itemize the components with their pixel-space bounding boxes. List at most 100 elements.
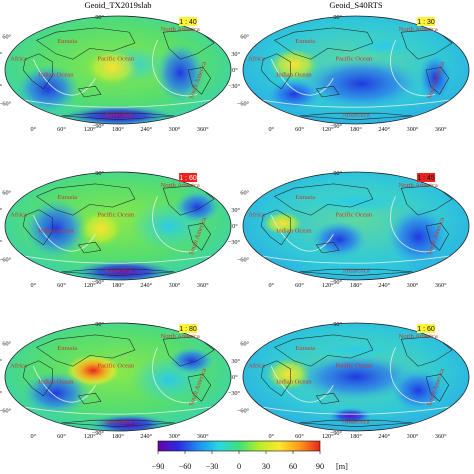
region-label-eurasia: Eurasia <box>57 194 77 201</box>
longitude-tick: 300° <box>407 282 419 289</box>
region-label-pacific-ocean: Pacific Ocean <box>97 362 134 369</box>
latitude-tick: 60° <box>2 190 11 197</box>
longitude-tick: 180° <box>112 282 124 289</box>
zero-contours <box>259 347 453 415</box>
region-label-indian-ocean: Indian Ocean <box>38 378 74 385</box>
latitude-tick: −90° <box>92 279 105 286</box>
contour-line <box>21 99 215 108</box>
longitude-tick: 360° <box>435 126 447 133</box>
longitude-tick: 0° <box>268 433 274 440</box>
longitude-tick: 60° <box>57 126 66 133</box>
map-panel: Eurasia Africa Indian Ocean Pacific Ocean No… <box>228 170 470 289</box>
latitude-tick: 30° <box>0 207 3 214</box>
coastline <box>274 27 374 60</box>
column-title-left: Geoid_TX2019slab <box>84 0 151 10</box>
coastline <box>36 334 136 367</box>
contour-line <box>270 215 334 252</box>
longitude-tick: 60° <box>295 126 304 133</box>
ratio-badge-bg <box>179 324 198 333</box>
region-label-antarctica: Antarctica <box>342 111 370 118</box>
geoid-field <box>5 172 231 280</box>
latitude-tick: 0° <box>232 374 238 381</box>
colorbar-tick-label: −60 <box>179 462 192 471</box>
contour-line <box>32 59 96 96</box>
region-label-antarctica: Antarctica <box>342 267 370 274</box>
geoid-field <box>243 172 469 280</box>
region-label-eurasia: Eurasia <box>295 345 315 352</box>
latitude-tick: −90° <box>330 430 343 437</box>
region-label-eurasia: Eurasia <box>57 345 77 352</box>
coastline <box>425 222 450 251</box>
map-panel: Eurasia Africa Indian Ocean Pacific Ocean No… <box>0 14 232 133</box>
region-label-antarctica: Antarctica <box>104 111 132 118</box>
longitude-tick: 360° <box>435 433 447 440</box>
latitude-tick: −30° <box>0 239 3 246</box>
anomaly-blob <box>174 190 220 224</box>
contour-line <box>390 196 436 253</box>
colorbar-gradient <box>157 440 321 452</box>
anomaly-blob <box>310 220 368 259</box>
coastline <box>299 419 413 427</box>
longitude-tick: 180° <box>350 282 362 289</box>
contour-line <box>21 406 215 415</box>
map-outline <box>4 15 232 125</box>
ratio-badge: 1 : 30 <box>417 17 436 26</box>
contour-line <box>259 99 453 108</box>
geoid-field <box>243 323 469 431</box>
latitude-tick: 0° <box>232 223 238 230</box>
longitude-tick: 360° <box>197 126 209 133</box>
latitude-tick: −90° <box>92 123 105 130</box>
ratio-label: 1 : 40 <box>179 19 197 26</box>
coastline <box>425 373 450 402</box>
longitude-tick: 60° <box>57 433 66 440</box>
anomaly-blob <box>265 78 323 111</box>
ratio-label: 1 : 80 <box>179 326 197 333</box>
latitude-tick: 30° <box>0 51 3 58</box>
longitude-tick: 180° <box>112 126 124 133</box>
longitude-tick: 0° <box>30 433 36 440</box>
colorbar-tick-label: −30 <box>206 462 219 471</box>
latitude-tick: 60° <box>2 341 11 348</box>
region-label-africa: Africa <box>248 55 265 62</box>
region-label-north-america: North America <box>160 182 199 189</box>
contour-line <box>32 215 96 252</box>
anomaly-blob <box>265 358 311 391</box>
coastline <box>78 85 102 98</box>
latitude-tick: 60° <box>240 34 249 41</box>
longitude-tick: 240° <box>140 126 152 133</box>
longitude-tick: 240° <box>378 126 390 133</box>
geoid-field <box>243 16 469 124</box>
region-label-eurasia: Eurasia <box>57 38 77 45</box>
geoid-field <box>5 16 231 124</box>
ratio-badge-bg <box>417 173 436 182</box>
longitude-tick: 300° <box>407 126 419 133</box>
coastline <box>61 268 175 276</box>
coastline <box>36 27 136 60</box>
coastline <box>22 360 53 397</box>
ratio-label: 1 : 60 <box>179 175 197 182</box>
longitude-tick: 60° <box>295 282 304 289</box>
latitude-tick: −60° <box>0 100 12 107</box>
longitude-tick: 0° <box>30 126 36 133</box>
region-label-antarctica: Antarctica <box>342 418 370 425</box>
coastlines <box>260 334 453 427</box>
latitude-tick: 90° <box>333 321 342 328</box>
coastline <box>22 209 53 246</box>
longitude-tick: 360° <box>197 433 209 440</box>
latitude-tick: 30° <box>231 51 240 58</box>
longitude-tick: 300° <box>169 282 181 289</box>
anomaly-blob <box>418 53 453 103</box>
ratio-badge: 1 : 45 <box>417 173 436 182</box>
region-label-antarctica: Antarctica <box>104 418 132 425</box>
coastline <box>187 66 212 95</box>
longitude-tick: 240° <box>140 433 152 440</box>
map-panel: Eurasia Africa Indian Ocean Pacific Ocean No… <box>228 321 470 440</box>
longitude-tick: 360° <box>197 282 209 289</box>
coastline <box>299 112 413 120</box>
latitude-tick: −30° <box>228 239 241 246</box>
coastline <box>260 53 291 90</box>
longitude-tick: 180° <box>350 433 362 440</box>
contour-line <box>390 40 436 97</box>
longitude-tick: 300° <box>169 433 181 440</box>
map-outline <box>242 15 470 125</box>
